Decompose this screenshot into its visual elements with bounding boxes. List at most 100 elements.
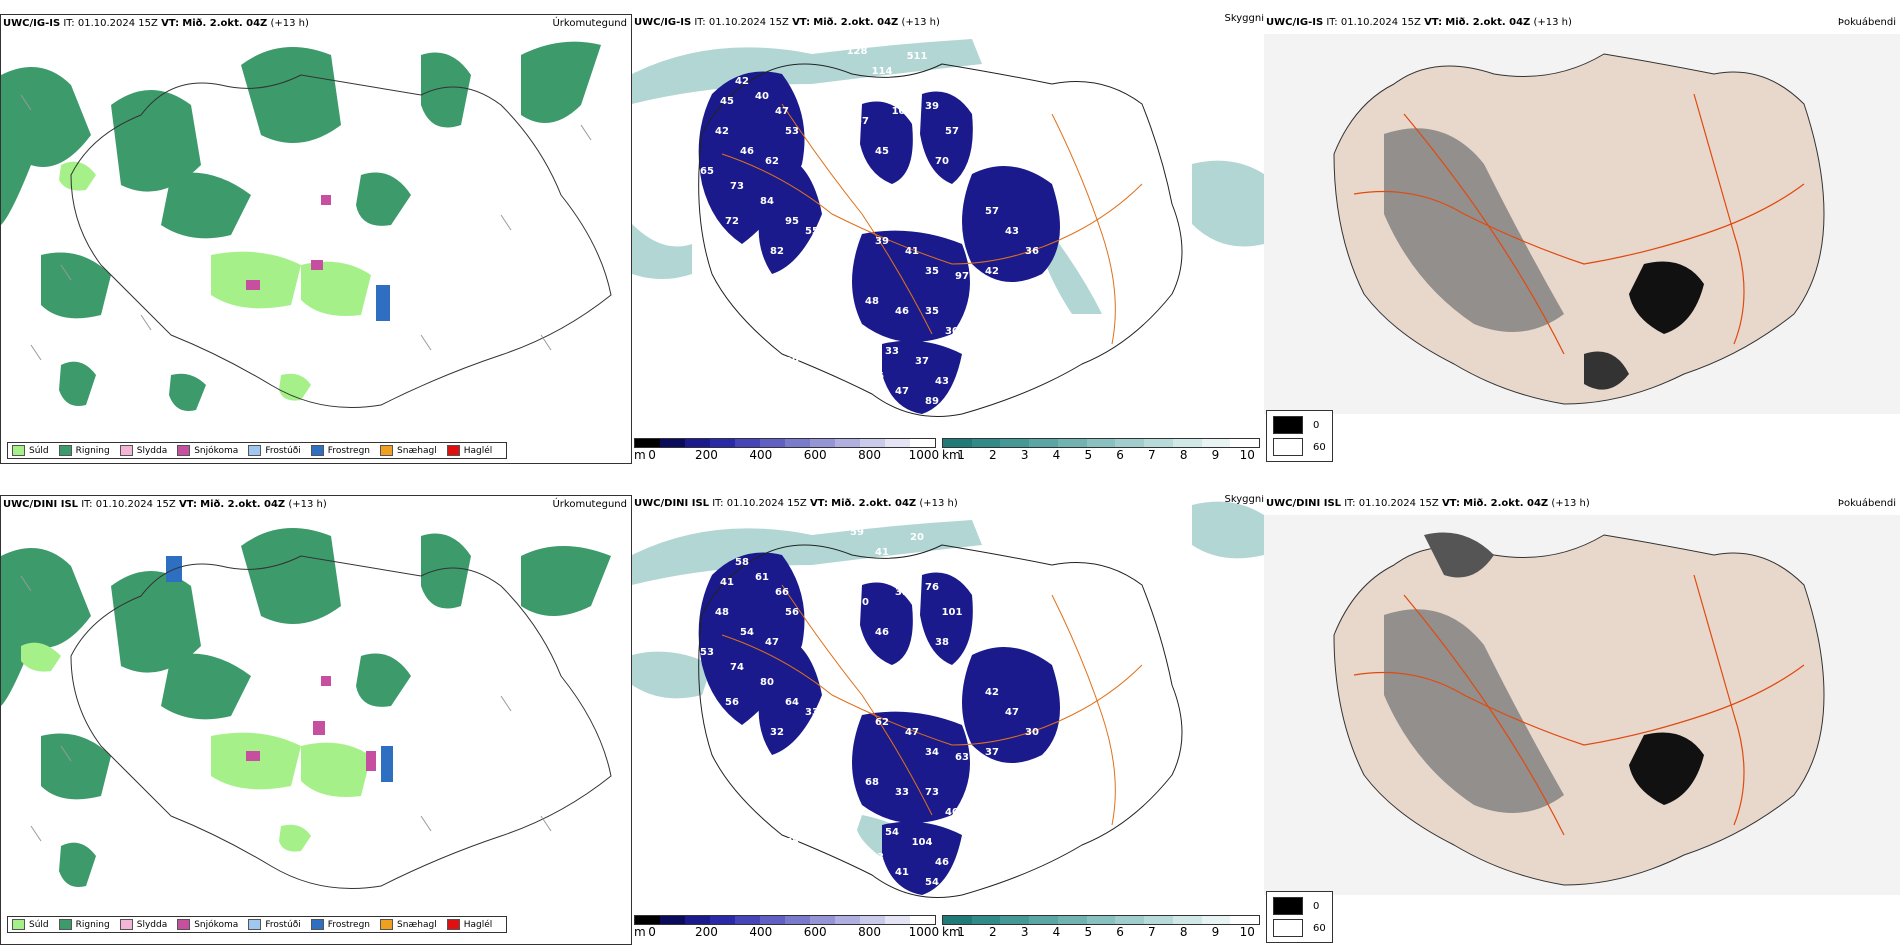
- vt-value: Mið. 2.okt. 04Z: [1445, 17, 1531, 28]
- legend-label: 0: [1313, 900, 1320, 912]
- ceiling-value-label: 33: [885, 346, 899, 357]
- it-label: IT:: [63, 18, 75, 29]
- legend-swatch: [380, 445, 394, 456]
- scale-tick-label: 5: [1084, 925, 1093, 939]
- it-label: IT:: [1344, 498, 1356, 509]
- colorbar-segment: [971, 916, 1001, 924]
- legend-swatch: [446, 919, 460, 930]
- ceiling-value-label: 50: [1095, 757, 1109, 768]
- road-lines: [721, 584, 1143, 826]
- vt-value: Mið. 2.okt. 04Z: [1463, 498, 1549, 509]
- colorbar-segment: [1057, 439, 1087, 447]
- ceiling-value-label: 35: [825, 757, 839, 768]
- ceiling-value-label: 45: [875, 146, 889, 157]
- legend-swatch: [1273, 416, 1303, 434]
- ceiling-value-label: 95: [785, 216, 799, 227]
- ceiling-value-label: 33: [895, 787, 909, 798]
- colorbar-segment: [1086, 439, 1116, 447]
- ceiling-value-label: 38: [935, 637, 949, 648]
- legend-label: 60: [1313, 441, 1326, 453]
- ceiling-value-label: 62: [875, 717, 889, 728]
- ceiling-value-label: 47: [1005, 707, 1019, 718]
- colorbar-segment: [910, 916, 935, 924]
- panel-title: Skyggni: [1224, 14, 1264, 24]
- ceiling-value-label: 57: [855, 116, 869, 127]
- ceiling-value-label: 20: [910, 532, 924, 543]
- ceiling-value-label: 57: [985, 206, 999, 217]
- scale-tick-label: 800: [858, 925, 881, 939]
- ceiling-value-label: 46: [875, 627, 889, 638]
- colorbar-segment: [1000, 439, 1030, 447]
- precip-legend-item: Snæhagl: [380, 919, 437, 930]
- scale-tick-label: 600: [803, 448, 827, 462]
- vt-label: VT:: [178, 499, 197, 510]
- ceiling-value-label: 29: [785, 356, 799, 367]
- scale-tick-label: 5: [1084, 448, 1093, 462]
- legend-swatch: [177, 919, 191, 930]
- ceiling-value-label: 111: [1062, 677, 1083, 688]
- ceiling-value-label: 43: [1005, 226, 1019, 237]
- legend-label: Haglél: [463, 445, 493, 456]
- model-name: UWC/IG-IS: [1266, 17, 1324, 28]
- precip-map: [1, 528, 612, 889]
- legend-label: Slydda: [136, 919, 168, 930]
- precip-freezing-rain: [376, 285, 390, 321]
- vt-label: VT:: [809, 498, 828, 509]
- ceiling-value-label: 48: [865, 296, 879, 307]
- precip-legend-item: Rigning: [58, 919, 110, 930]
- legend-label: Súld: [29, 445, 49, 456]
- ceiling-value-label: 65: [700, 166, 714, 177]
- colorbar-segment: [885, 916, 910, 924]
- legend-label: Haglél: [463, 919, 493, 930]
- fog-legend-item: 0: [1273, 414, 1326, 436]
- scale-tick-label: 10: [1239, 448, 1255, 462]
- colorbar-segment: [835, 439, 860, 447]
- precip-map: [1, 41, 612, 411]
- colorbar-segment: [735, 439, 760, 447]
- precip-rain-areas: [1, 528, 611, 887]
- ceiling-value-label: 56: [785, 607, 799, 618]
- ceiling-value-label: 78: [765, 326, 779, 337]
- precip-legend-item: Súld: [12, 445, 49, 456]
- legend-label: Snæhagl: [397, 919, 437, 930]
- ceiling-value-label: 579: [1052, 787, 1073, 798]
- ceiling-value-label: 59: [850, 527, 864, 538]
- lead-time: (+13 h): [270, 18, 309, 29]
- ceiling-value-label: 46: [895, 306, 909, 317]
- legend-swatch: [119, 445, 133, 456]
- colorbar-segment: [1144, 916, 1173, 924]
- ceiling-value-label: 42: [715, 126, 729, 137]
- colorbar-segment: [860, 439, 885, 447]
- colorbar-segment: [710, 916, 735, 924]
- scale-tick-label: 600: [803, 925, 827, 939]
- it-label: IT:: [81, 499, 93, 510]
- lead-time: (+13 h): [901, 17, 940, 28]
- it-value: 01.10.2024 15Z: [726, 498, 807, 509]
- ceiling-value-label: 41: [685, 231, 699, 242]
- ceiling-value-label: 47: [895, 386, 909, 397]
- ceiling-value-label: 104: [912, 837, 933, 848]
- precip-legend-item: Snjókoma: [177, 919, 238, 930]
- precip-legend-item: Frostúði: [248, 445, 301, 456]
- lead-time: (+13 h): [288, 499, 327, 510]
- precip-panel-row2: UWC/DINI ISL IT: 01.10.2024 15Z VT: Mið.…: [0, 495, 632, 945]
- scale-tick-label: 3: [1020, 448, 1029, 462]
- colorbar-segment: [1172, 439, 1202, 447]
- colorbar-segment: [760, 916, 785, 924]
- colorbar-segment: [710, 439, 735, 447]
- scale-tick-label: 2: [989, 448, 997, 462]
- panel-header: UWC/IG-IS IT: 01.10.2024 15Z VT: Mið. 2.…: [3, 18, 309, 29]
- ceiling-areas: [698, 71, 1060, 414]
- precip-legend-item: Snæhagl: [380, 445, 437, 456]
- ceiling-unit: m: [634, 448, 646, 462]
- ceiling-value-label: 61: [755, 572, 769, 583]
- scale-tick-label: 4: [1052, 448, 1061, 462]
- ceiling-value-label: 101: [942, 607, 963, 618]
- ceiling-colorbar: [634, 438, 936, 448]
- ceiling-value-label: 63: [745, 787, 759, 798]
- scale-tick-label: 3: [1020, 925, 1029, 939]
- legend-label: 0: [1313, 419, 1320, 431]
- panel-header: UWC/DINI ISL IT: 01.10.2024 15Z VT: Mið.…: [3, 499, 327, 510]
- it-value: 01.10.2024 15Z: [95, 499, 176, 510]
